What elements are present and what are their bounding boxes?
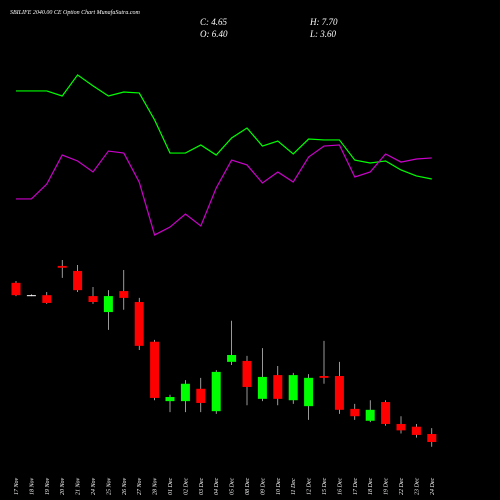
x-tick-label: 28 Nov: [153, 477, 159, 495]
candle-body: [88, 296, 98, 303]
x-tick-label: 01 Dec: [168, 478, 174, 495]
x-tick-label: 17 Nov: [14, 477, 20, 495]
x-tick-label: 19 Nov: [45, 477, 51, 495]
candle-body: [411, 426, 421, 435]
x-tick-label: 08 Dec: [245, 478, 251, 495]
candle-body: [165, 397, 175, 402]
high-label: H: 7.70: [309, 17, 338, 27]
x-tick-label: 23 Dec: [414, 478, 420, 495]
x-tick-label: 18 Nov: [29, 477, 35, 495]
candle-body: [180, 383, 190, 402]
candle-body: [334, 376, 344, 410]
x-tick-label: 21 Nov: [76, 477, 82, 495]
candle-body: [365, 409, 375, 421]
candle-body: [57, 265, 67, 268]
open-label: O: 6.40: [200, 29, 228, 39]
x-tick-label: 11 Dec: [291, 478, 297, 495]
x-tick-label: 02 Dec: [183, 478, 189, 495]
candle-body: [42, 295, 52, 303]
candle-body: [242, 360, 252, 387]
candle-body: [103, 296, 113, 313]
candle-body: [134, 302, 144, 346]
candle-body: [288, 375, 298, 401]
x-tick-label: 25 Nov: [106, 477, 112, 495]
candle-body: [227, 355, 237, 362]
x-tick-label: 20 Nov: [60, 477, 66, 495]
candle-body: [381, 402, 391, 424]
x-tick-label: 09 Dec: [260, 478, 266, 495]
x-tick-label: 24 Nov: [90, 477, 97, 495]
indicator-line: [16, 74, 432, 180]
candle-body: [427, 434, 437, 443]
x-tick-label: 19 Dec: [384, 478, 390, 495]
x-tick-label: 15 Dec: [322, 478, 328, 495]
candle-body: [196, 388, 206, 403]
x-tick-label: 03 Dec: [199, 478, 205, 495]
x-tick-label: 12 Dec: [307, 478, 313, 495]
x-tick-label: 27 Nov: [137, 477, 143, 495]
x-tick-label: 04 Dec: [213, 478, 220, 495]
candle-body: [304, 377, 314, 407]
low-label: L: 3.60: [309, 29, 337, 39]
chart-title: SBILIFE 2040.00 CE Option Chart MunafaSu…: [10, 9, 140, 16]
x-tick-label: 24 Dec: [429, 478, 436, 495]
candle-body: [26, 295, 36, 297]
x-tick-label: 05 Dec: [230, 478, 236, 495]
candle-body: [273, 375, 283, 399]
x-tick-label: 10 Dec: [276, 478, 282, 495]
candle-body: [11, 282, 21, 296]
x-tick-label: 22 Dec: [399, 478, 405, 495]
candle-body: [257, 376, 267, 399]
candle-body: [119, 291, 129, 298]
candle-body: [319, 376, 329, 378]
x-tick-label: 17 Dec: [353, 478, 359, 495]
close-label: C: 4.65: [200, 17, 228, 27]
x-tick-label: 26 Nov: [122, 477, 128, 495]
candle-body: [350, 408, 360, 417]
indicator-line: [16, 144, 432, 236]
x-tick-label: 16 Dec: [337, 478, 343, 495]
candle-body: [73, 270, 83, 291]
candle-body: [396, 423, 406, 431]
candle-body: [150, 341, 160, 398]
candle-body: [211, 371, 221, 412]
x-tick-label: 18 Dec: [368, 478, 374, 495]
